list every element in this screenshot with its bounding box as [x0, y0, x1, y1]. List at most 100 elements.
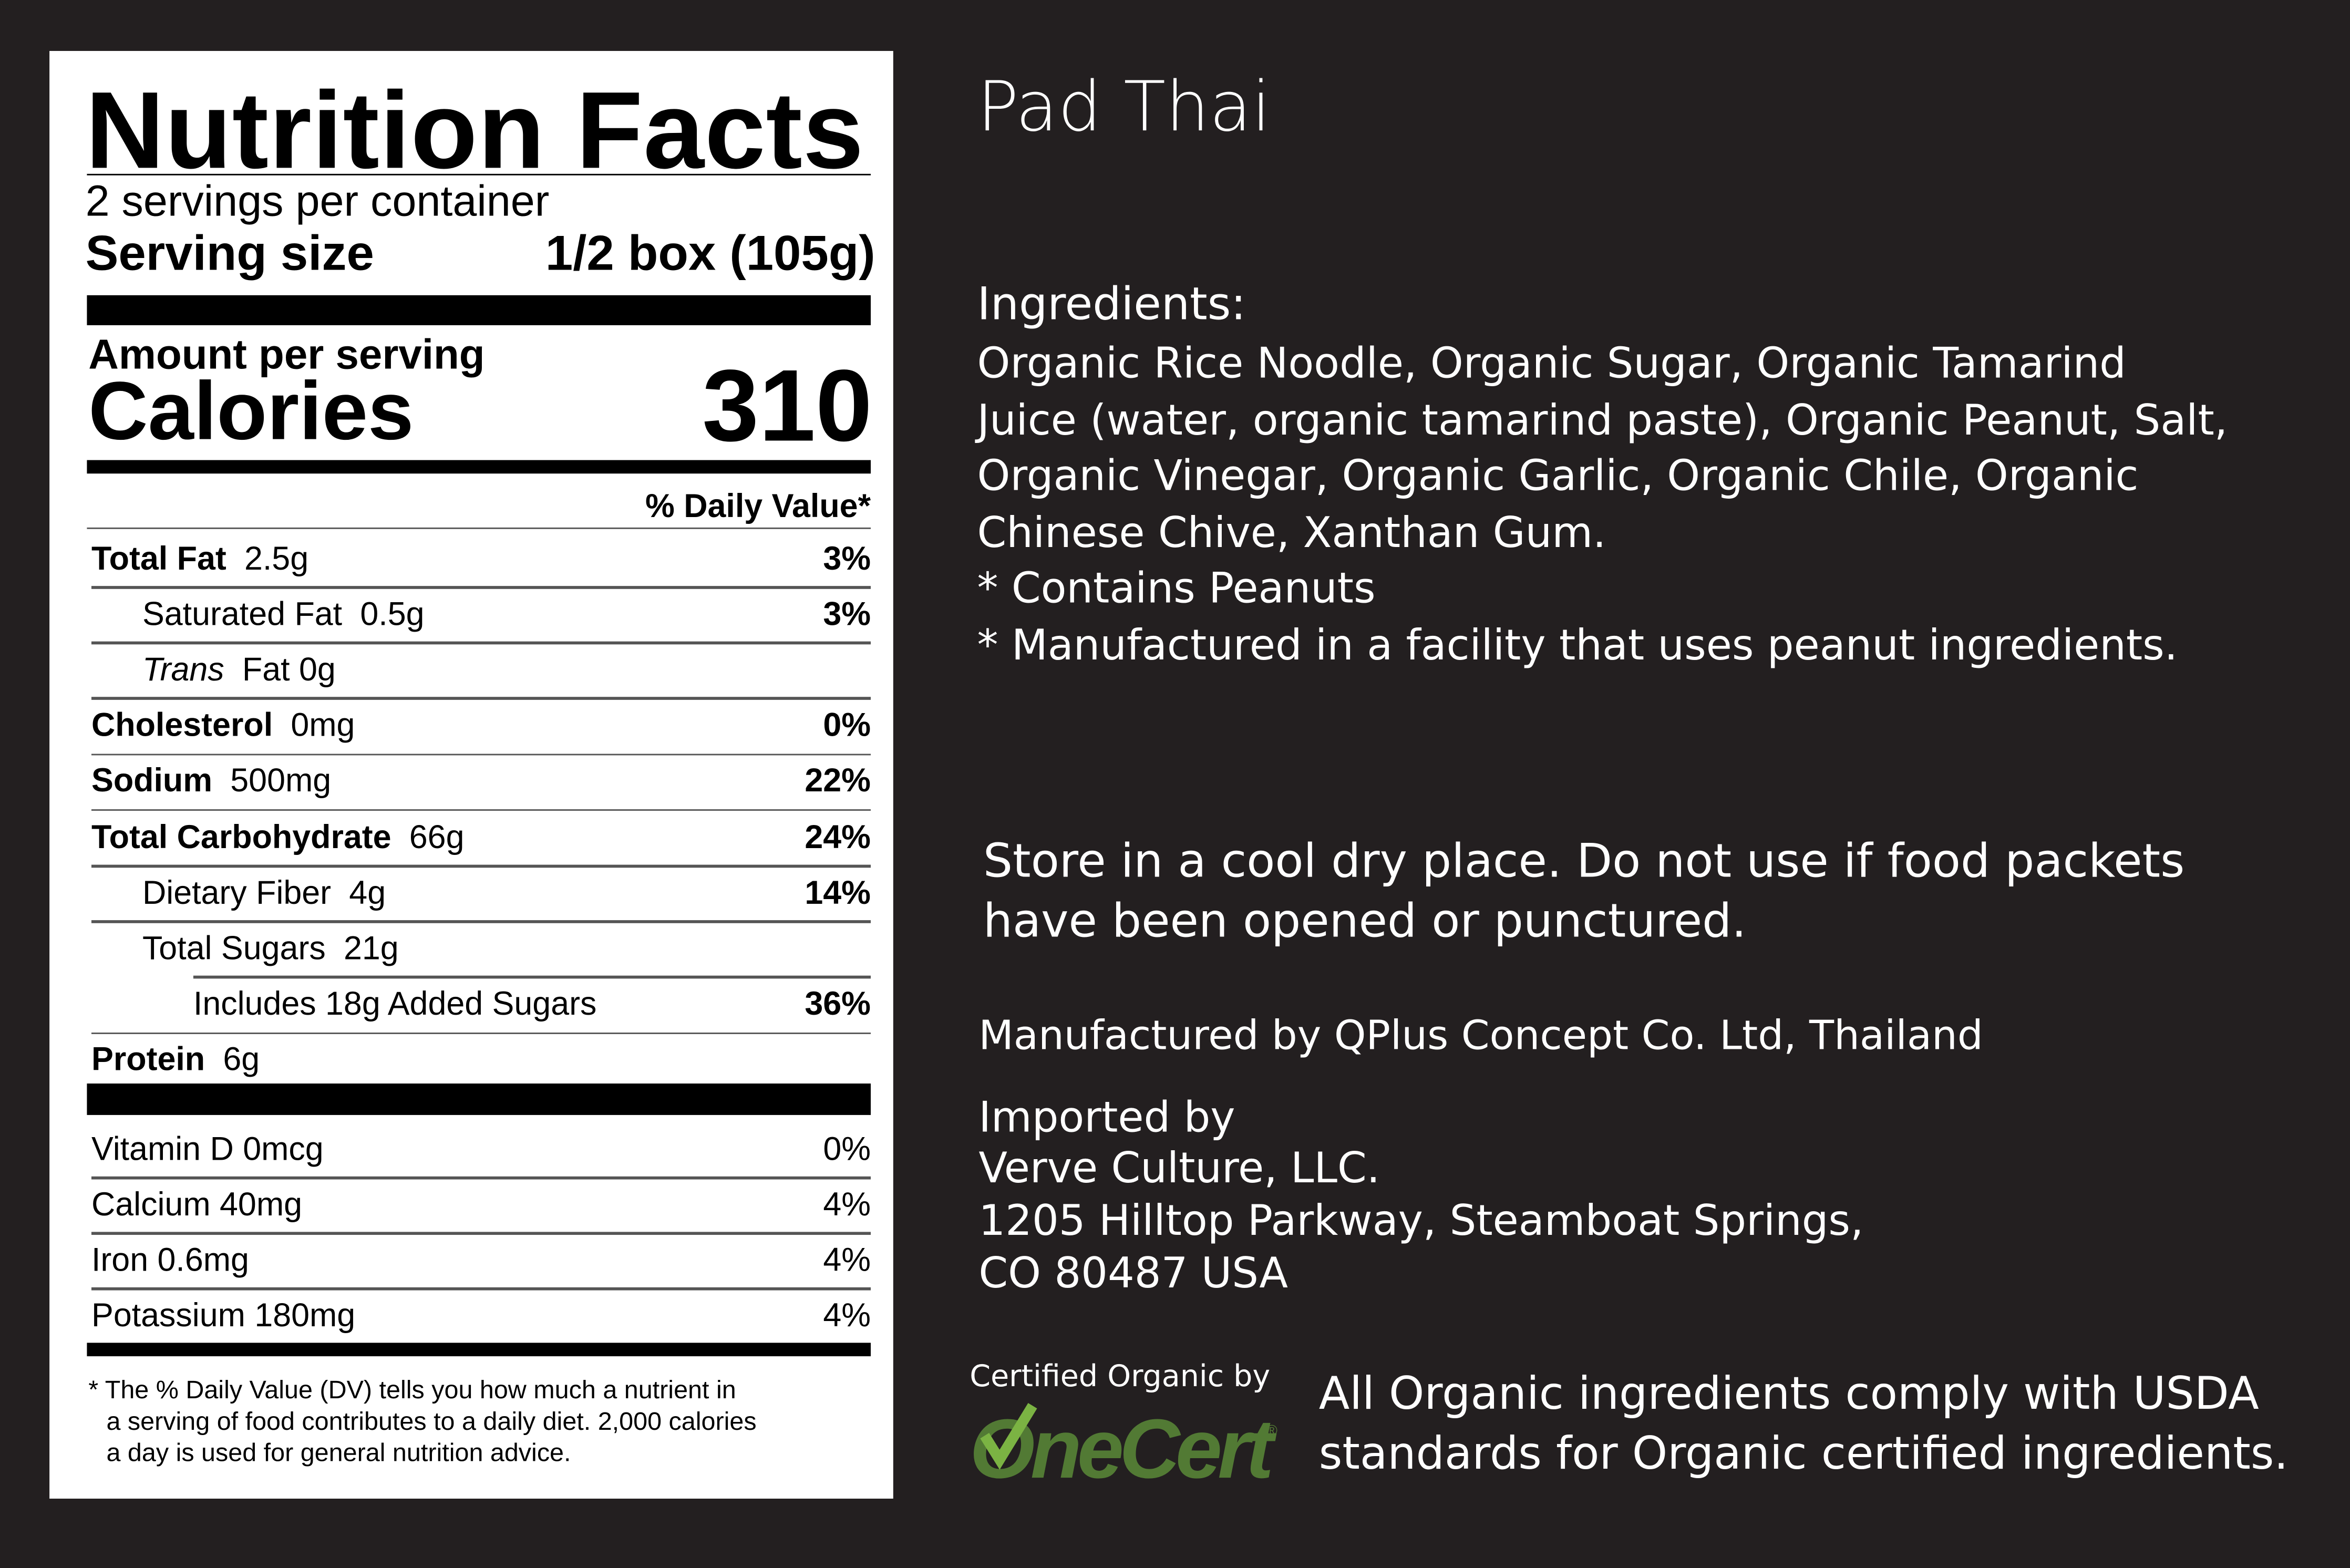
vitamin-name: Iron 0.6mg [91, 1241, 249, 1278]
nutrient-amount: 6g [223, 1040, 260, 1078]
nutrient-daily-value: 3% [823, 539, 871, 576]
vitamin-row: Vitamin D 0mcg 0% [91, 1121, 871, 1177]
nutrient-daily-value: 22% [805, 761, 871, 799]
footnote-line: * The % Daily Value (DV) tells you how m… [88, 1376, 736, 1405]
nutrient-label: Saturated Fat 0.5g [91, 594, 425, 633]
vitamin-daily-value: 0% [823, 1129, 871, 1167]
thick-divider [87, 1083, 871, 1115]
nutrient-name: Protein [91, 1040, 205, 1078]
serving-size-value: 1/2 box (105g) [545, 224, 875, 281]
organic-line: All Organic ingredients comply with USDA [1318, 1368, 2259, 1421]
onecert-logo-graphic: OneCert ® [970, 1401, 1281, 1495]
footnote-line: a serving of food contributes to a daily… [106, 1407, 757, 1436]
check-icon [980, 1402, 1037, 1470]
facility-note: * Manufactured in a facility that uses p… [977, 620, 2178, 670]
nutrient-amount: 0.5g [360, 594, 425, 632]
row-divider [91, 753, 871, 756]
row-divider [193, 976, 871, 979]
vitamin-row: Potassium 180mg 4% [91, 1288, 871, 1344]
importer-line: CO 80487 USA [978, 1248, 1289, 1298]
row-divider [91, 1176, 871, 1179]
medium-divider [87, 460, 871, 474]
row-divider [91, 920, 871, 923]
row-divider [91, 1287, 871, 1291]
nutrient-label: Total Carbohydrate 66g [91, 818, 465, 857]
nutrient-name: Trans [142, 650, 224, 688]
svg-text:®: ® [1266, 1422, 1277, 1439]
product-name: Pad Thai [977, 66, 1271, 147]
nutrient-amount: Fat 0g [242, 650, 336, 688]
row-divider [91, 586, 871, 589]
footnote: * The % Daily Value (DV) tells you how m… [88, 1374, 756, 1469]
nutrient-row: Total Sugars 21g [91, 921, 871, 976]
nutrient-amount: 21g [343, 929, 399, 967]
nutrient-name: Total Fat [91, 539, 226, 576]
nutrient-label: Includes 18g Added Sugars [91, 985, 615, 1024]
row-divider [91, 809, 871, 811]
svg-text:OneCert: OneCert [970, 1401, 1277, 1490]
nutrient-label: Dietary Fiber 4g [91, 873, 386, 912]
nutrient-name: Dietary Fiber [142, 873, 332, 911]
ingredients-text: Organic Rice Noodle, Organic Sugar, Orga… [977, 336, 2228, 674]
row-divider [91, 864, 871, 867]
vitamin-name: Calcium 40mg [91, 1185, 302, 1223]
ingredients-line: Juice (water, organic tamarind paste), O… [977, 395, 2228, 445]
row-divider [91, 697, 871, 700]
nutrient-daily-value: 14% [805, 873, 871, 911]
nutrient-label: Total Sugars 21g [91, 929, 399, 968]
nutrient-daily-value: 3% [823, 594, 871, 632]
nutrient-row: Protein 6g [91, 1032, 871, 1088]
organic-statement: All Organic ingredients comply with USDA… [1319, 1365, 2289, 1485]
nutrient-daily-value: 36% [805, 985, 871, 1023]
nutrient-name: Sodium [91, 761, 213, 799]
nutrient-name: Saturated Fat [142, 594, 343, 632]
row-divider [91, 1232, 871, 1235]
importer-line: Verve Culture, LLC. [978, 1143, 1380, 1193]
nutrition-facts-panel: Nutrition Facts 2 servings per container… [49, 50, 893, 1499]
importer-address: Verve Culture, LLC. 1205 Hilltop Parkway… [978, 1142, 1863, 1299]
nutrient-name: Includes 18g Added Sugars [193, 985, 597, 1023]
nutrient-row: Trans Fat 0g [91, 642, 871, 698]
nutrient-label: Protein 6g [91, 1040, 260, 1079]
medium-divider [87, 1343, 871, 1357]
ingredients-line: Organic Rice Noodle, Organic Sugar, Orga… [977, 338, 2126, 388]
nutrient-row: Cholesterol 0mg 0% [91, 698, 871, 754]
nutrient-row: Dietary Fiber 4g 14% [91, 865, 871, 921]
organic-line: standards for Organic certified ingredie… [1318, 1428, 2289, 1481]
storage-line: Store in a cool dry place. Do not use if… [983, 834, 2185, 889]
certified-by: Certified Organic by [970, 1357, 1271, 1394]
vitamin-daily-value: 4% [823, 1241, 871, 1278]
servings-per-container: 2 servings per container [85, 178, 550, 226]
nutrient-label: Sodium 500mg [91, 762, 331, 801]
calories-value: 310 [702, 349, 872, 463]
imported-by: Imported by [978, 1092, 1235, 1142]
nutrient-daily-value: 24% [805, 817, 871, 855]
nutrient-label: Total Fat 2.5g [91, 539, 308, 577]
nutrient-row: Sodium 500mg 22% [91, 754, 871, 809]
nutrient-row: Includes 18g Added Sugars 36% [91, 976, 871, 1032]
nutrient-amount: 0mg [291, 706, 355, 744]
nutrient-daily-value: 0% [823, 706, 871, 744]
storage-line: have been opened or punctured. [983, 894, 1747, 949]
ingredients-line: Chinese Chive, Xanthan Gum. [977, 508, 1606, 558]
serving-size-label: Serving size [85, 224, 374, 281]
vitamin-row: Calcium 40mg 4% [91, 1177, 871, 1232]
storage-instructions: Store in a cool dry place. Do not use if… [983, 832, 2184, 952]
ingredients-line: Organic Vinegar, Organic Garlic, Organic… [977, 451, 2139, 501]
allergen-note: * Contains Peanuts [977, 564, 1376, 614]
manufacturer: Manufactured by QPlus Concept Co. Ltd, T… [978, 1013, 1983, 1060]
daily-value-header: % Daily Value* [645, 487, 871, 525]
importer-line: 1205 Hilltop Parkway, Steamboat Springs, [978, 1195, 1864, 1246]
nutrient-name: Total Sugars [142, 929, 326, 967]
nutrient-row: Total Fat 2.5g 3% [91, 531, 871, 586]
nutrient-amount: 2.5g [244, 539, 309, 576]
thick-divider [87, 295, 871, 325]
vitamin-row: Iron 0.6mg 4% [91, 1232, 871, 1288]
nutrient-label: Trans Fat 0g [91, 650, 336, 689]
ingredients-heading: Ingredients: [977, 278, 1246, 332]
vitamin-daily-value: 4% [823, 1296, 871, 1334]
nutrient-amount: 500mg [230, 761, 332, 799]
nutrient-amount: 66g [409, 817, 465, 855]
onecert-logo: OneCert ® [967, 1400, 1289, 1495]
